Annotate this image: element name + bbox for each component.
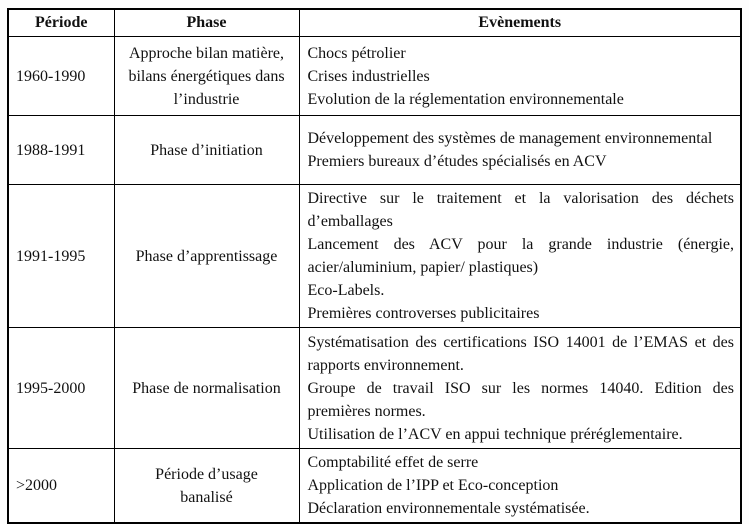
- table-row: 1988-1991 Phase d’initiation Développeme…: [7, 115, 742, 185]
- column-header-evenements: Evènements: [298, 8, 742, 37]
- event-line: Premiers bureaux d’études spécialisés en…: [307, 153, 607, 170]
- periode-cell: 1988-1991: [7, 115, 115, 185]
- periode-cell: 1991-1995: [7, 184, 115, 328]
- phase-cell: Phase d’initiation: [113, 115, 300, 185]
- event-line: Evolution de la réglementation environne…: [307, 90, 624, 108]
- table-row: >2000 Période d’usage banalisé Comptabil…: [7, 448, 742, 524]
- event-line: Eco-Labels.: [307, 282, 385, 299]
- column-header-phase: Phase: [113, 8, 300, 37]
- events-cell: Chocs pétrolier Crises industrielles Evo…: [298, 36, 742, 116]
- table-row: 1960-1990 Approche bilan matière, bilans…: [7, 36, 742, 116]
- periode-cell: 1995-2000: [7, 327, 115, 449]
- phase-cell: Phase d’apprentissage: [113, 184, 300, 328]
- events-cell: Systématisation des certifications ISO 1…: [298, 327, 742, 449]
- table-row: 1991-1995 Phase d’apprentissage Directiv…: [7, 184, 742, 328]
- event-line: Lancement des ACV pour la grande industr…: [307, 236, 735, 276]
- event-line: Chocs pétrolier: [307, 44, 406, 62]
- phase-cell: Approche bilan matière, bilans énergétiq…: [113, 36, 300, 116]
- events-cell: Directive sur le traitement et la valori…: [298, 184, 742, 328]
- events-cell: Développement des systèmes de management…: [298, 115, 742, 185]
- phase-cell: Période d’usage banalisé: [113, 448, 300, 524]
- event-line: Comptabilité effet de serre: [307, 454, 479, 471]
- event-line: Crises industrielles: [307, 67, 430, 85]
- table-row: 1995-2000 Phase de normalisation Systéma…: [7, 327, 742, 449]
- events-cell: Comptabilité effet de serre Application …: [298, 448, 742, 524]
- phases-table: Période Phase Evènements 1960-1990 Appro…: [7, 8, 742, 524]
- event-line: Utilisation de l’ACV en appui technique …: [307, 425, 683, 443]
- phase-cell: Phase de normalisation: [113, 327, 300, 449]
- column-header-periode: Période: [7, 8, 115, 37]
- event-line: Application de l’IPP et Eco-conception: [307, 477, 559, 494]
- event-line: Déclaration environnementale systématisé…: [307, 500, 590, 517]
- event-line: Groupe de travail ISO sur les normes 140…: [307, 379, 735, 420]
- periode-cell: >2000: [7, 448, 115, 524]
- event-line: Directive sur le traitement et la valori…: [307, 190, 735, 230]
- table-header: Période Phase Evènements: [7, 8, 742, 37]
- event-line: Systématisation des certifications ISO 1…: [307, 333, 735, 374]
- periode-cell: 1960-1990: [7, 36, 115, 116]
- event-line: Développement des systèmes de management…: [307, 130, 713, 147]
- event-line: Premières controverses publicitaires: [307, 305, 540, 322]
